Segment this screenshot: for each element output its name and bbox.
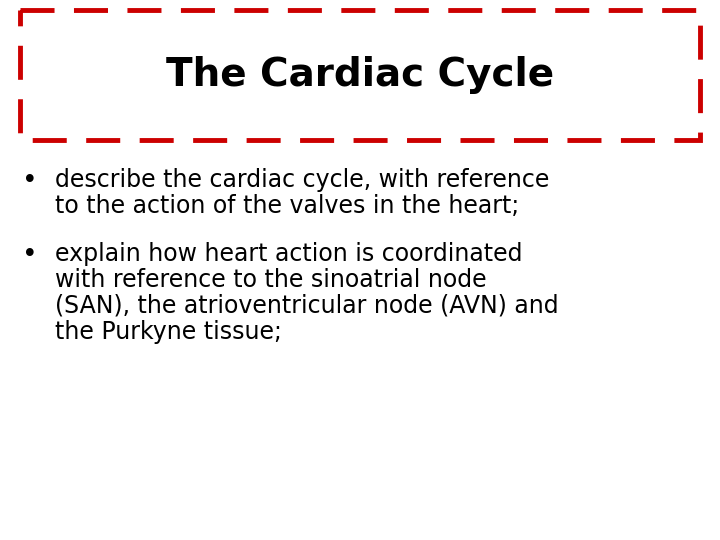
- Text: •: •: [22, 242, 38, 268]
- Text: (SAN), the atrioventricular node (AVN) and: (SAN), the atrioventricular node (AVN) a…: [55, 294, 559, 318]
- Text: •: •: [22, 168, 38, 194]
- Text: with reference to the sinoatrial node: with reference to the sinoatrial node: [55, 268, 487, 292]
- Text: to the action of the valves in the heart;: to the action of the valves in the heart…: [55, 194, 519, 218]
- Bar: [20, 10, 700, 140]
- Text: describe the cardiac cycle, with reference: describe the cardiac cycle, with referen…: [55, 168, 549, 192]
- Text: explain how heart action is coordinated: explain how heart action is coordinated: [55, 242, 523, 266]
- Text: the Purkyne tissue;: the Purkyne tissue;: [55, 320, 282, 344]
- Text: The Cardiac Cycle: The Cardiac Cycle: [166, 56, 554, 94]
